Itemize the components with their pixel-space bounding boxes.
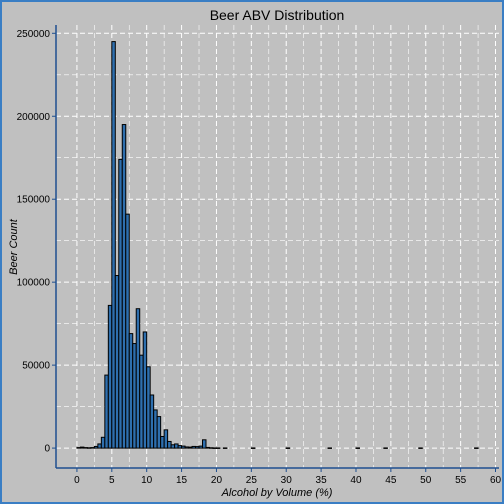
histogram-bar bbox=[188, 446, 193, 449]
histogram-bar bbox=[418, 447, 423, 449]
x-tick-label: 55 bbox=[455, 475, 467, 486]
histogram-bar bbox=[93, 445, 99, 449]
histogram-bar bbox=[184, 446, 190, 449]
y-tick-label: 200000 bbox=[17, 112, 51, 123]
y-tick-label: 150000 bbox=[17, 195, 51, 206]
histogram-bar bbox=[250, 447, 256, 449]
x-tick-label: 0 bbox=[74, 475, 80, 486]
histogram-bar bbox=[86, 447, 92, 449]
histogram-bar bbox=[208, 447, 214, 449]
histogram-bar bbox=[355, 447, 360, 449]
histogram-bar bbox=[111, 41, 116, 449]
histogram-bar bbox=[107, 304, 113, 449]
histogram-bar bbox=[215, 447, 221, 449]
histogram-bar bbox=[383, 447, 388, 449]
histogram-bar bbox=[146, 366, 151, 449]
histogram-bar bbox=[181, 445, 186, 449]
y-tick-label: 100000 bbox=[17, 278, 51, 289]
histogram-bar bbox=[79, 446, 85, 449]
x-tick-label: 15 bbox=[176, 475, 188, 486]
histogram-bar bbox=[177, 445, 183, 449]
histogram-bar bbox=[125, 213, 130, 449]
histogram-bar bbox=[128, 333, 134, 449]
histogram-bar bbox=[212, 447, 217, 449]
histogram-bar bbox=[474, 447, 479, 449]
histogram-bar bbox=[202, 439, 207, 449]
x-tick-label: 35 bbox=[316, 475, 328, 486]
histogram-bar bbox=[160, 435, 165, 449]
bars bbox=[76, 41, 479, 449]
histogram-bar bbox=[90, 447, 95, 449]
histogram-bar bbox=[132, 343, 137, 449]
histogram-bar bbox=[76, 447, 81, 449]
x-tick-label: 20 bbox=[211, 475, 223, 486]
y-tick-label: 0 bbox=[44, 444, 50, 455]
histogram-bar bbox=[135, 308, 141, 449]
histogram-bar bbox=[191, 445, 197, 449]
histogram-bar bbox=[163, 429, 169, 449]
histogram-bar bbox=[167, 440, 172, 449]
histogram-bar bbox=[114, 275, 120, 449]
x-tick-label: 60 bbox=[490, 475, 502, 486]
chart-title: Beer ABV Distribution bbox=[210, 7, 345, 23]
histogram-bar bbox=[222, 447, 228, 449]
histogram-bar bbox=[170, 444, 176, 449]
y-axis-title: Beer Count bbox=[8, 218, 20, 275]
x-tick-label: 5 bbox=[109, 475, 115, 486]
histogram-bar bbox=[327, 447, 333, 449]
histogram-bar bbox=[174, 443, 179, 449]
x-tick-label: 45 bbox=[385, 475, 397, 486]
histogram-bar bbox=[205, 446, 210, 449]
histogram-bar bbox=[149, 394, 155, 449]
histogram-bar bbox=[97, 443, 102, 449]
histogram-bar bbox=[104, 374, 109, 449]
tick-labels: 0 5 10 15 20 25 30 35 40 45 50 55 60 0 50000 100000 1500… bbox=[17, 29, 502, 486]
y-tick-label: 250000 bbox=[17, 29, 51, 40]
x-tick-label: 30 bbox=[281, 475, 293, 486]
histogram-bar bbox=[195, 446, 200, 449]
histogram-bar bbox=[118, 158, 123, 449]
histogram-bar bbox=[83, 447, 88, 449]
histogram-bar bbox=[139, 354, 144, 449]
histogram-bar bbox=[153, 409, 158, 449]
histogram-bar bbox=[198, 445, 204, 449]
histogram-bar bbox=[156, 416, 162, 449]
histogram-bar bbox=[100, 436, 106, 449]
x-tick-label: 40 bbox=[350, 475, 362, 486]
axes bbox=[52, 25, 499, 472]
x-tick-label: 50 bbox=[420, 475, 432, 486]
y-tick-label: 50000 bbox=[22, 361, 50, 372]
histogram-bar bbox=[142, 331, 148, 449]
x-tick-label: 10 bbox=[141, 475, 153, 486]
x-axis-title: Alcohol by Volume (%) bbox=[221, 487, 333, 499]
histogram-bar bbox=[285, 447, 291, 449]
histogram-bar bbox=[121, 124, 127, 449]
x-tick-label: 25 bbox=[246, 475, 258, 486]
